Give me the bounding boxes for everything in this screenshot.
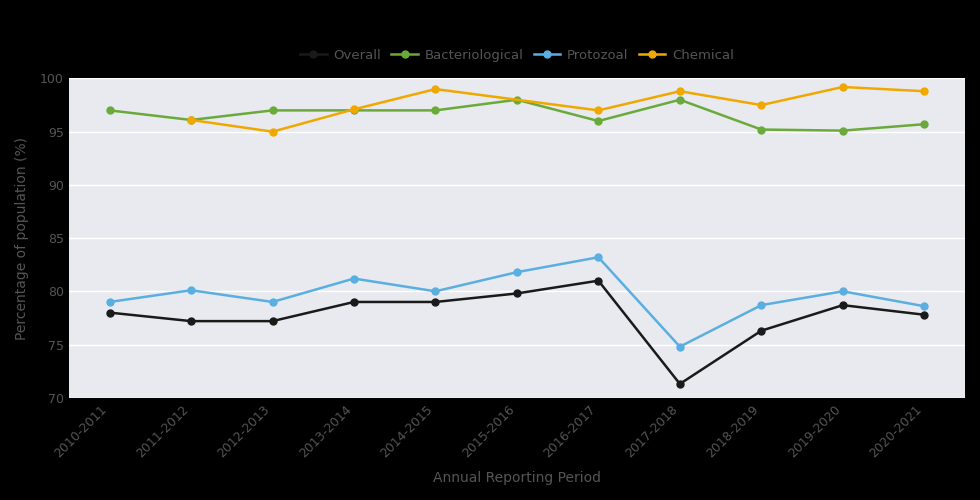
Chemical (267, 128, 278, 134)
Overall (756, 328, 767, 334)
Protozoal (348, 276, 360, 281)
Line: Overall: Overall (106, 277, 928, 388)
Bacteriological (674, 96, 686, 102)
Chemical (185, 117, 197, 123)
Chemical (429, 86, 441, 92)
Overall (104, 310, 116, 316)
Overall (429, 299, 441, 305)
Overall (674, 381, 686, 387)
Overall (348, 299, 360, 305)
Protozoal (104, 299, 116, 305)
X-axis label: Annual Reporting Period: Annual Reporting Period (433, 471, 601, 485)
Line: Protozoal: Protozoal (106, 254, 928, 350)
Line: Bacteriological: Bacteriological (106, 96, 928, 134)
Overall (593, 278, 605, 283)
Protozoal (837, 288, 849, 294)
Bacteriological (185, 117, 197, 123)
Chemical (918, 88, 930, 94)
Bacteriological (756, 126, 767, 132)
Bacteriological (104, 108, 116, 114)
Legend: Overall, Bacteriological, Protozoal, Chemical: Overall, Bacteriological, Protozoal, Che… (295, 44, 739, 67)
Bacteriological (837, 128, 849, 134)
Chemical (593, 108, 605, 114)
Overall (837, 302, 849, 308)
Protozoal (511, 269, 522, 275)
Overall (185, 318, 197, 324)
Bacteriological (429, 108, 441, 114)
Chemical (756, 102, 767, 108)
Chemical (837, 84, 849, 90)
Protozoal (674, 344, 686, 349)
Chemical (348, 106, 360, 112)
Protozoal (918, 303, 930, 309)
Protozoal (756, 302, 767, 308)
Protozoal (185, 288, 197, 294)
Bacteriological (918, 121, 930, 127)
Line: Chemical: Chemical (187, 84, 928, 135)
Overall (511, 290, 522, 296)
Overall (267, 318, 278, 324)
Chemical (674, 88, 686, 94)
Y-axis label: Percentage of population (%): Percentage of population (%) (15, 136, 29, 340)
Protozoal (267, 299, 278, 305)
Bacteriological (511, 96, 522, 102)
Protozoal (593, 254, 605, 260)
Bacteriological (348, 108, 360, 114)
Overall (918, 312, 930, 318)
Protozoal (429, 288, 441, 294)
Bacteriological (267, 108, 278, 114)
Bacteriological (593, 118, 605, 124)
